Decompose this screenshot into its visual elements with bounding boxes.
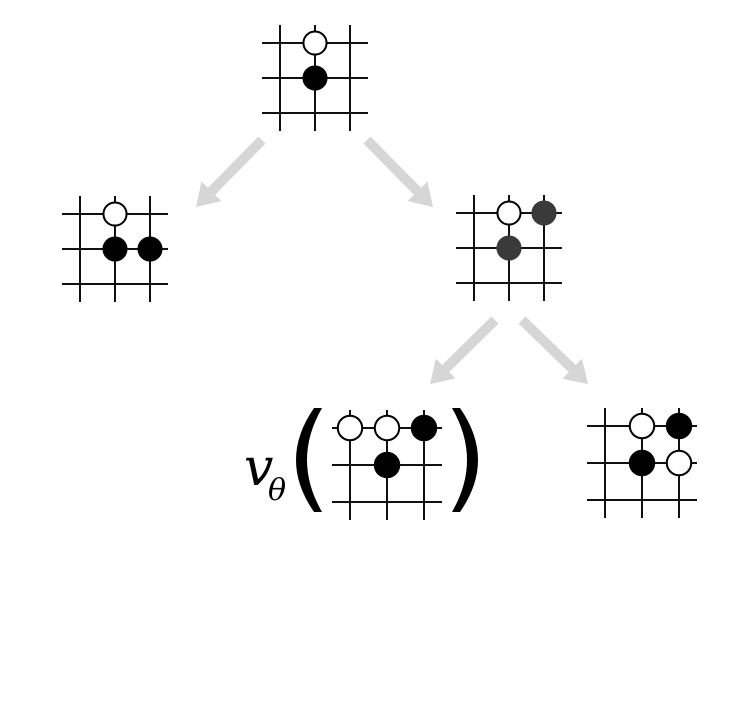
white-stone (496, 200, 522, 226)
arrow-root-to-left (196, 136, 266, 207)
arrow-head (196, 181, 222, 207)
white-stone (302, 30, 328, 56)
white-stone (628, 412, 656, 440)
arrow-shaft (207, 136, 266, 195)
go-board-child-right (456, 195, 562, 301)
grey-stone (496, 235, 522, 261)
black-stone (302, 65, 328, 91)
value-function-subscript: θ (268, 473, 286, 508)
go-boards (62, 25, 697, 520)
arrow-shaft (442, 316, 499, 373)
go-board-child-left (62, 196, 168, 302)
arrow-right-to-grandchild-left (430, 316, 499, 384)
arrow-head (407, 181, 433, 207)
arrow-root-to-right (363, 136, 433, 207)
go-board-grandchild-left (332, 410, 442, 520)
left-parenthesis (296, 408, 322, 512)
white-stone (665, 449, 693, 477)
go-board-root (262, 25, 368, 131)
arrow-shaft (363, 136, 422, 195)
black-stone (410, 414, 438, 442)
white-stone (336, 414, 364, 442)
grey-stone (531, 200, 557, 226)
go-board-grandchild-right (587, 408, 697, 518)
white-stone (102, 201, 128, 227)
arrow-head (562, 358, 588, 384)
arrow-right-to-grandchild-right (518, 316, 588, 384)
right-parenthesis (452, 408, 478, 512)
black-stone (628, 449, 656, 477)
black-stone (373, 451, 401, 479)
black-stone (102, 236, 128, 262)
white-stone (373, 414, 401, 442)
black-stone (137, 236, 163, 262)
black-stone (665, 412, 693, 440)
value-function-label: v θ (244, 438, 286, 508)
arrow-shaft (518, 316, 576, 373)
tree-arrows (196, 136, 588, 384)
arrow-head (430, 358, 456, 384)
value-function-symbol: v (244, 438, 273, 498)
